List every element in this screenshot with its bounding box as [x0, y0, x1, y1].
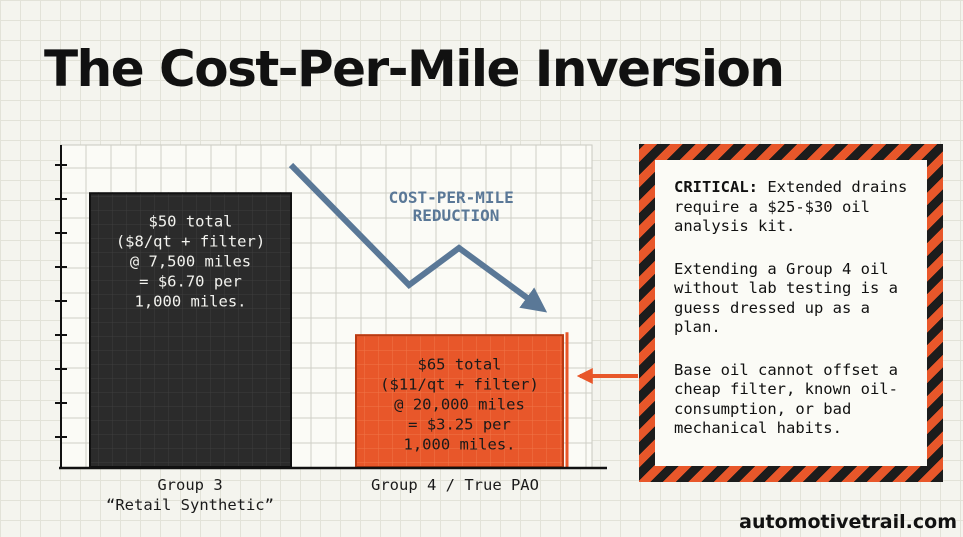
bars: $50 total ($8/qt + filter) @ 7,500 miles = …: [89, 192, 569, 469]
x-tick-label-line: Group 4 / True PAO: [371, 476, 539, 494]
bar-label-line: $50 total: [149, 212, 233, 230]
callout-content: CRITICAL: Extended drains require a $25-…: [655, 160, 927, 466]
critical-text: Extended drains require a $25-$30 oil an…: [674, 178, 908, 235]
bar-label-2: $65 total ($11/qt + filter) @ 20,000 miles…: [380, 355, 539, 453]
bar-label-line: 1,000 miles.: [135, 292, 247, 310]
annotation-line-2: REDUCTION: [413, 206, 500, 225]
annotation-label: COST-PER-MILE REDUCTION: [389, 188, 524, 225]
x-axis-labels: Group 3 “Retail Synthetic” Group 4 / True …: [106, 476, 539, 514]
page-title: The Cost-Per-Mile Inversion: [44, 40, 785, 98]
annotation-line-1: COST-PER-MILE: [389, 188, 514, 207]
x-tick-label-1: Group 3 “Retail Synthetic”: [106, 476, 274, 514]
callout-paragraph-2: Extending a Group 4 oil without lab test…: [674, 259, 898, 337]
callout-critical-paragraph: CRITICAL: Extended drains require a $25-…: [674, 178, 919, 237]
bar-label-line: = $6.70 per: [139, 272, 242, 290]
bar-texture-1: [89, 192, 292, 468]
watermark: automotivetrail.com: [739, 511, 957, 533]
x-tick-label-line: “Retail Synthetic”: [106, 496, 274, 514]
callout-paragraph-3: Base oil cannot offset a cheap filter, k…: [674, 360, 898, 438]
bar-label-line: @ 7,500 miles: [130, 252, 251, 270]
bar-texture-2: [355, 334, 564, 468]
x-tick-label-2: Group 4 / True PAO: [371, 476, 539, 494]
bar-label-line: ($11/qt + filter): [380, 375, 539, 393]
bar-label-line: @ 20,000 miles: [394, 395, 525, 413]
bar-label-line: ($8/qt + filter): [116, 232, 265, 250]
reduction-arrow: [288, 162, 548, 313]
bar-label-line: $65 total: [418, 355, 502, 373]
critical-label: CRITICAL:: [674, 178, 758, 196]
bar-label-line: = $3.25 per: [408, 415, 511, 433]
bar-label-1: $50 total ($8/qt + filter) @ 7,500 miles = …: [116, 212, 265, 310]
x-tick-label-line: Group 3: [157, 476, 222, 494]
critical-callout-box: CRITICAL: Extended drains require a $25-…: [639, 144, 943, 482]
bar-label-line: 1,000 miles.: [404, 435, 516, 453]
